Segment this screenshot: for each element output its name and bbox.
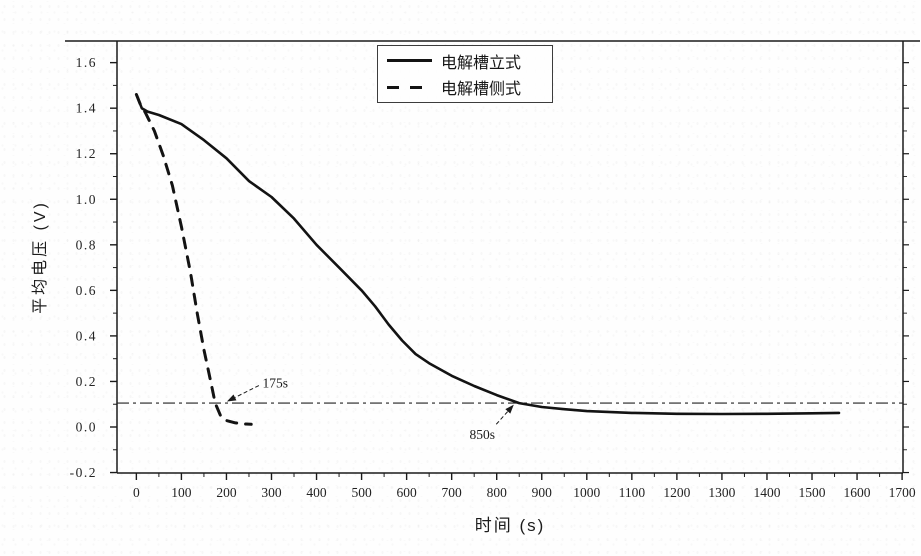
y-tick-label: 0.4 [76,328,97,343]
x-axis-tick-labels: 0 100 200 300 400 500 600 700 800 900 1000 1100 1200… [133,485,916,500]
annotation-175s: 175s [226,376,288,402]
legend-entry-vertical-cell: 电解槽立式 [378,49,552,73]
x-tick-label: 200 [216,485,237,500]
x-tick-label: 400 [306,485,327,500]
x-tick-label: 500 [351,485,372,500]
x-tick-label: 1300 [708,485,735,500]
dashed-line-sample-icon [387,85,432,89]
annotation-arrowhead-icon [505,404,514,414]
x-tick-label: 1500 [799,485,826,500]
x-tick-label: 300 [261,485,282,500]
series-group [134,93,253,426]
x-axis-title: 时间 (s) [474,516,546,535]
y-tick-label: 0.6 [76,283,97,298]
annotation-850s: 850s [470,404,514,442]
y-tick-label: -0.2 [70,465,97,480]
y-tick-label: 1.6 [76,55,97,70]
legend-label: 电解槽立式 [441,54,522,72]
legend-label: 电解槽侧式 [441,81,522,99]
y-tick-label: 0.8 [76,237,97,252]
x-tick-label: 100 [171,485,192,500]
plot-frame [65,40,920,474]
x-tick-label: 1600 [844,485,871,500]
x-tick-label: 600 [397,485,418,500]
annotation-arrow-shaft [495,411,509,425]
legend: 电解槽立式 电解槽侧式 [377,45,553,103]
annotation-arrow-shaft [234,385,260,398]
legend-entry-side-cell: 电解槽侧式 [378,75,552,99]
series-curve-side-cell [134,93,253,426]
y-tick-label: 0.0 [76,419,97,434]
x-tick-label: 700 [442,485,463,500]
x-tick-label: 1200 [663,485,690,500]
x-tick-label: 900 [532,485,553,500]
series-curve-vertical-cell [135,93,841,416]
annotation-label: 175s [262,376,288,391]
y-axis-ticks [110,61,909,474]
x-tick-label: 1000 [573,485,600,500]
annotation-label: 850s [470,427,496,442]
x-tick-label: 1400 [753,485,780,500]
annotation-arrowhead-icon [226,394,237,402]
x-tick-label: 800 [487,485,508,500]
x-tick-label: 1700 [889,485,916,500]
x-axis-ticks [135,473,903,480]
y-tick-label: 1.0 [76,192,97,207]
x-tick-label: 1100 [619,485,646,500]
y-tick-label: 1.4 [76,101,97,116]
solid-line-sample-icon [387,59,432,63]
y-axis-tick-labels: -0.2 0.0 0.2 0.4 0.6 0.8 1.0 1.2 1.4 1.6 [70,55,97,480]
y-axis-title: 平均电压 (V) [32,200,49,314]
x-tick-label: 0 [133,485,140,500]
y-tick-label: 0.2 [76,374,97,389]
series-group [135,93,841,416]
y-tick-label: 1.2 [76,146,97,161]
